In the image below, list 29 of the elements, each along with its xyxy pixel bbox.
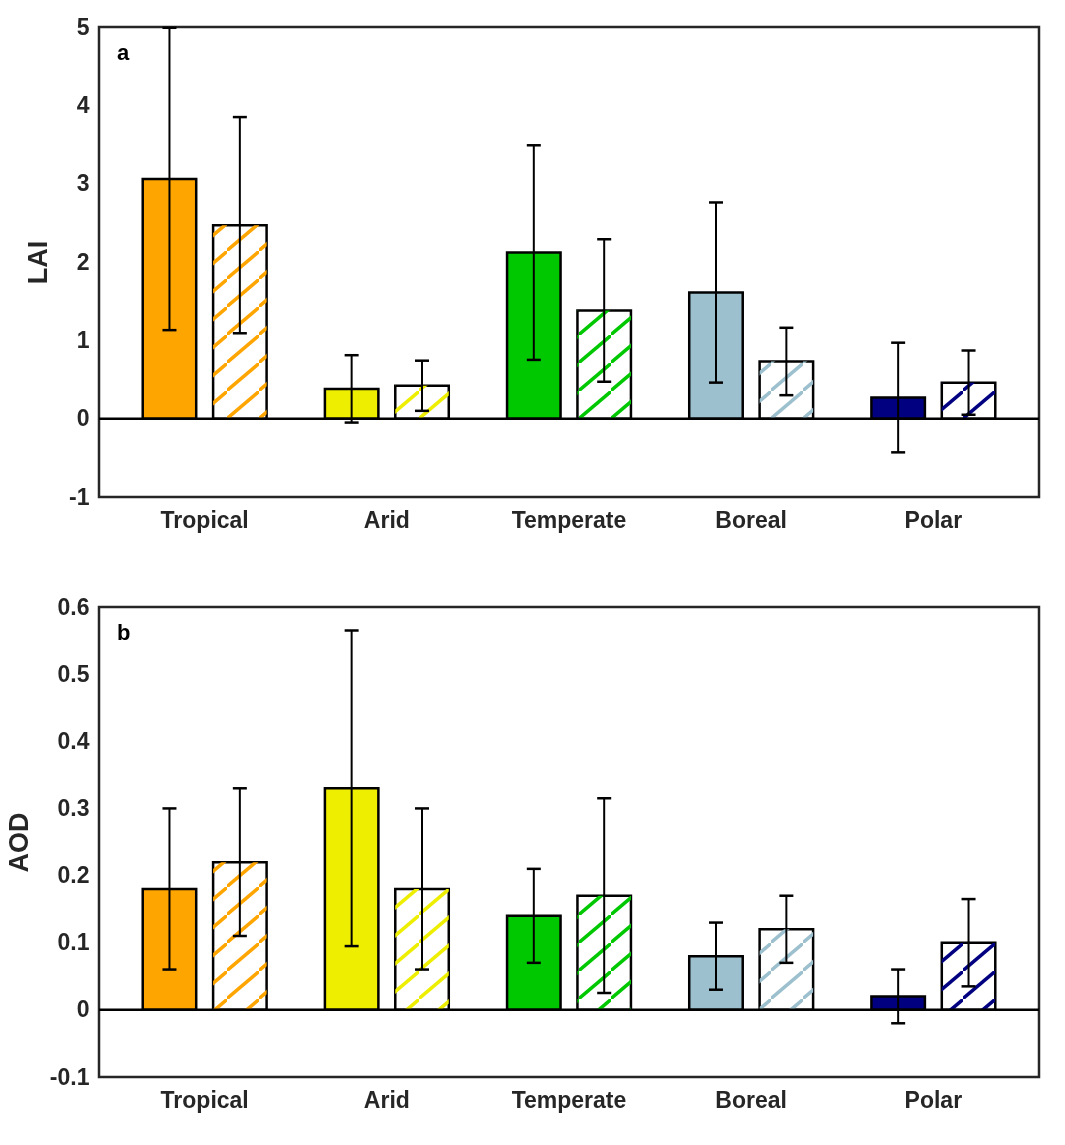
x-tick-label: Boreal: [715, 506, 787, 533]
y-tick-label: 5: [76, 13, 90, 40]
x-tick-label: Arid: [363, 506, 410, 533]
y-tick-label: 1: [76, 326, 90, 353]
y-tick-label: 0.6: [57, 593, 90, 620]
y-tick-label: 4: [76, 91, 90, 118]
y-tick-label: 0.4: [57, 727, 90, 754]
y-tick-label: -1: [69, 483, 90, 510]
y-tick-label: 0.1: [57, 929, 90, 956]
x-tick-label: Tropical: [160, 1086, 249, 1113]
x-tick-label: Tropical: [160, 506, 249, 533]
y-tick-label: 0.2: [57, 862, 90, 889]
y-tick-label: 0: [76, 405, 90, 432]
x-tick-label: Boreal: [715, 1086, 787, 1113]
x-tick-label: Polar: [904, 1086, 963, 1113]
annotation: a: [117, 40, 130, 65]
y-tick-label: 0.5: [57, 660, 90, 687]
y-tick-label: 0.3: [57, 794, 90, 821]
annotation: b: [117, 620, 131, 645]
y-axis-title: LAI: [23, 240, 54, 285]
y-tick-label: 3: [76, 170, 90, 197]
y-tick-label: 0: [76, 996, 90, 1023]
y-tick-label: -0.1: [49, 1063, 90, 1090]
y-axis-title: AOD: [3, 812, 34, 873]
y-tick-label: 2: [76, 248, 90, 275]
x-tick-label: Temperate: [511, 506, 627, 533]
x-tick-label: Polar: [904, 506, 963, 533]
x-tick-label: Arid: [363, 1086, 410, 1113]
x-tick-label: Temperate: [511, 1086, 627, 1113]
